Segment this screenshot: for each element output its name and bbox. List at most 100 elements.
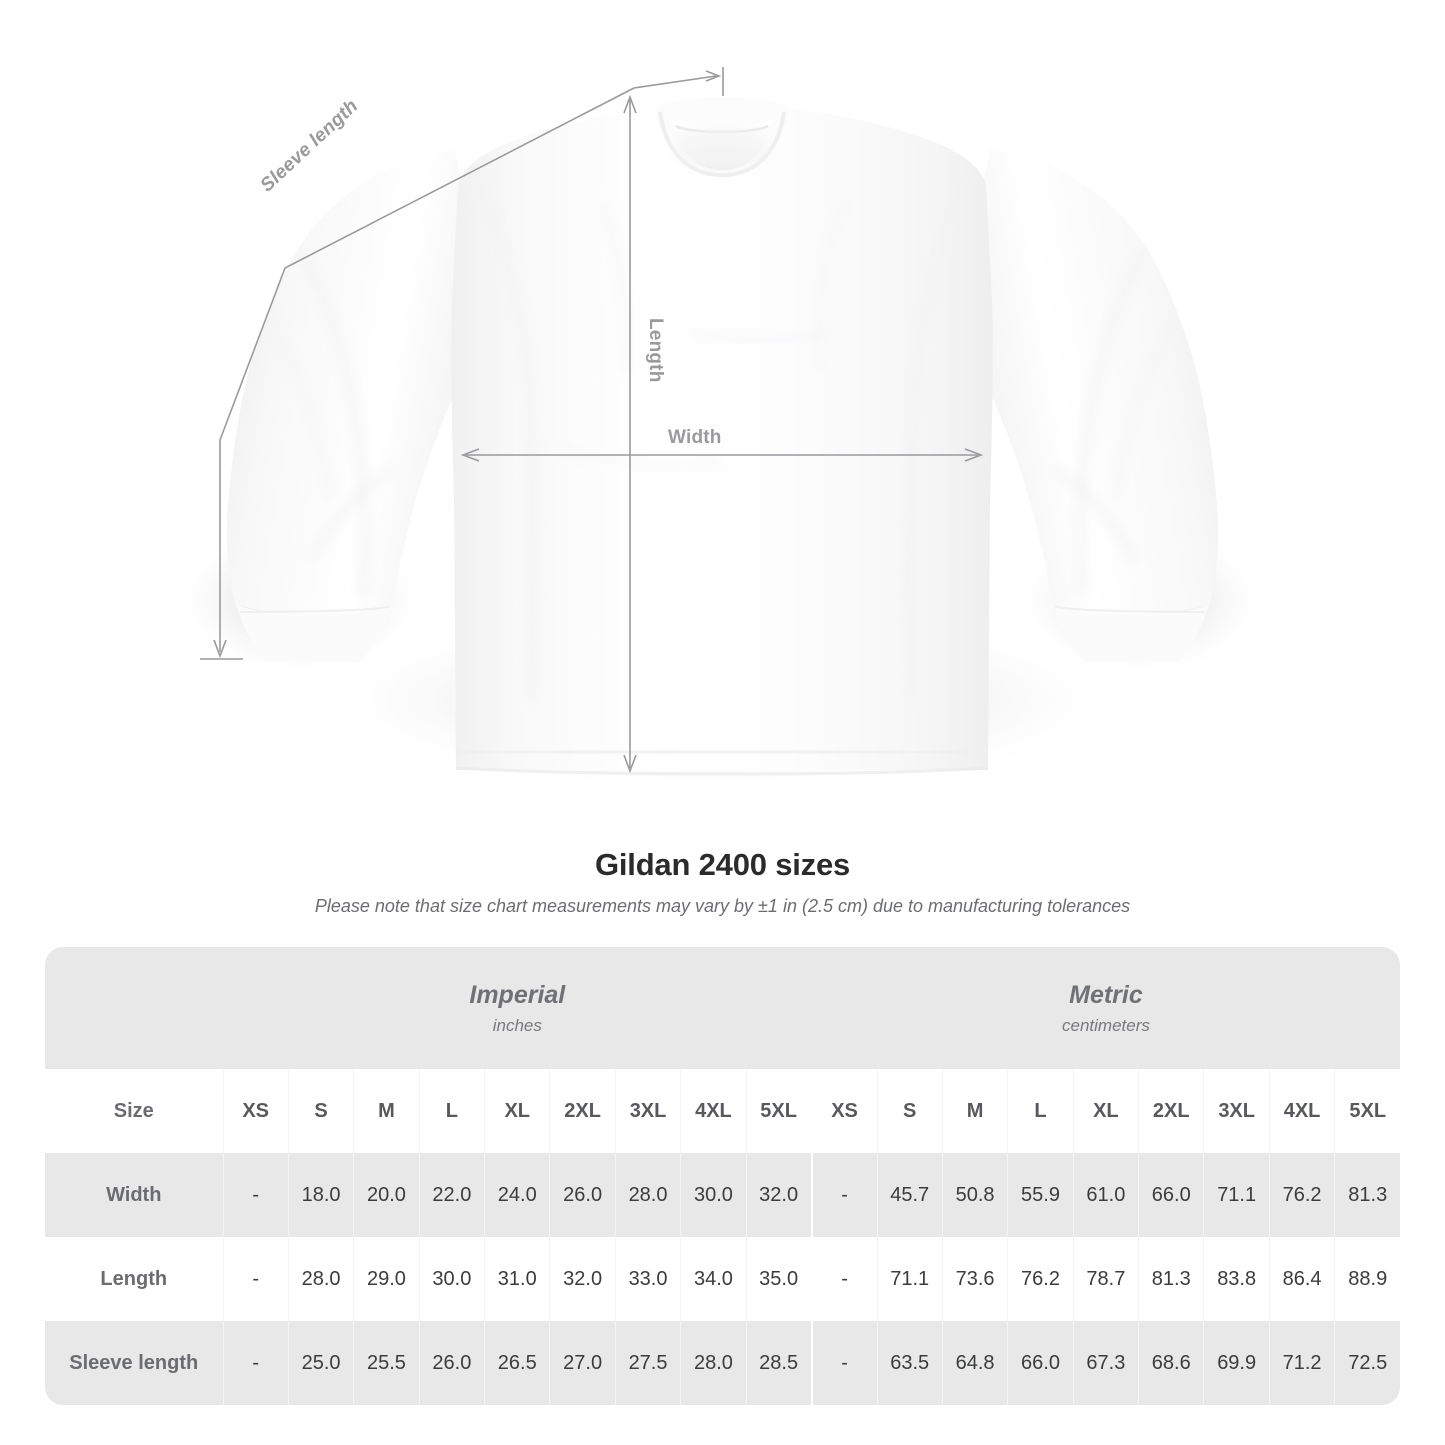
- cell-length-metric-xs: -: [810, 1237, 878, 1321]
- size-header-imperial-m: M: [353, 1069, 420, 1153]
- cell-sleeve-imperial-5xl: 28.5: [745, 1321, 812, 1405]
- row-label-sleeve-length: Sleeve length: [45, 1321, 223, 1405]
- cell-width-metric-l: 55.9: [1007, 1153, 1074, 1237]
- garment-illustration-svg: [170, 67, 1270, 795]
- right-sleeve: [955, 150, 1219, 662]
- shirt-body: [451, 108, 993, 776]
- cell-width-imperial-l: 22.0: [418, 1153, 485, 1237]
- cell-length-metric-2xl: 81.3: [1138, 1237, 1204, 1321]
- size-header-imperial-xs: XS: [222, 1069, 289, 1153]
- size-header-metric-2xl: 2XL: [1138, 1069, 1204, 1153]
- cell-length-metric-xl: 78.7: [1072, 1237, 1139, 1321]
- cell-sleeve-imperial-m: 25.5: [353, 1321, 420, 1405]
- unit-sub-metric: centimeters: [1062, 1016, 1150, 1036]
- cell-width-imperial-2xl: 26.0: [549, 1153, 616, 1237]
- width-measure-label: Width: [668, 427, 722, 448]
- unit-header-row: Imperial inches Metric centimeters: [45, 947, 1401, 1069]
- cell-width-metric-2xl: 66.0: [1138, 1153, 1204, 1237]
- size-header-metric-xs: XS: [810, 1069, 878, 1153]
- length-measure: [623, 94, 637, 774]
- unit-name-imperial: Imperial: [469, 980, 566, 1009]
- cell-sleeve-metric-2xl: 68.6: [1138, 1321, 1204, 1405]
- unit-sub-imperial: inches: [492, 1016, 542, 1036]
- cell-sleeve-imperial-xs: -: [222, 1321, 289, 1405]
- size-header-metric-4xl: 4XL: [1268, 1069, 1335, 1153]
- size-header-metric-l: L: [1007, 1069, 1074, 1153]
- cell-width-metric-4xl: 76.2: [1268, 1153, 1335, 1237]
- cell-width-metric-xs: -: [810, 1153, 878, 1237]
- cell-sleeve-metric-xs: -: [810, 1321, 878, 1405]
- size-header-metric-s: S: [876, 1069, 943, 1153]
- row-label-width: Width: [45, 1153, 223, 1237]
- page-title: Gildan 2400 sizes: [594, 847, 851, 882]
- cell-length-metric-s: 71.1: [876, 1237, 943, 1321]
- unit-header-metric: Metric centimeters: [811, 947, 1401, 1069]
- size-header-imperial-5xl: 5XL: [745, 1069, 812, 1153]
- cell-width-imperial-4xl: 30.0: [680, 1153, 747, 1237]
- cell-length-imperial-m: 29.0: [353, 1237, 420, 1321]
- tolerance-note: Please note that size chart measurements…: [314, 896, 1131, 916]
- cell-width-metric-s: 45.7: [876, 1153, 943, 1237]
- left-sleeve: [226, 150, 490, 662]
- cell-length-metric-l: 76.2: [1007, 1237, 1074, 1321]
- size-header-imperial-2xl: 2XL: [549, 1069, 616, 1153]
- garment-diagram: Sleeve length Length Width: [170, 67, 1270, 795]
- cell-sleeve-metric-xl: 67.3: [1072, 1321, 1139, 1405]
- cell-length-metric-5xl: 88.9: [1334, 1237, 1401, 1321]
- cell-sleeve-imperial-xl: 26.5: [484, 1321, 550, 1405]
- cell-sleeve-imperial-4xl: 28.0: [680, 1321, 747, 1405]
- cell-width-metric-m: 50.8: [941, 1153, 1008, 1237]
- cell-sleeve-metric-4xl: 71.2: [1268, 1321, 1335, 1405]
- cell-width-imperial-3xl: 28.0: [614, 1153, 681, 1237]
- unit-name-metric: Metric: [1069, 980, 1143, 1009]
- table-row: Length - 28.0 29.0 30.0 31.0 32.0 33.0 3…: [45, 1237, 1401, 1321]
- cell-length-imperial-3xl: 33.0: [614, 1237, 681, 1321]
- cell-sleeve-metric-5xl: 72.5: [1334, 1321, 1401, 1405]
- cell-length-metric-3xl: 83.8: [1203, 1237, 1270, 1321]
- cell-sleeve-metric-m: 64.8: [941, 1321, 1008, 1405]
- unit-header-imperial: Imperial inches: [223, 947, 812, 1069]
- cell-width-imperial-xs: -: [222, 1153, 289, 1237]
- cell-width-metric-xl: 61.0: [1072, 1153, 1139, 1237]
- cell-length-metric-m: 73.6: [941, 1237, 1008, 1321]
- measurement-lines: [200, 67, 984, 774]
- cell-width-imperial-s: 18.0: [287, 1153, 354, 1237]
- width-measure: [460, 448, 984, 462]
- size-table-container: Imperial inches Metric centimeters Size …: [45, 947, 1401, 1405]
- unit-header-spacer: [45, 947, 223, 1069]
- cell-length-metric-4xl: 86.4: [1268, 1237, 1335, 1321]
- cell-length-imperial-xl: 31.0: [484, 1237, 550, 1321]
- cell-length-imperial-5xl: 35.0: [745, 1237, 812, 1321]
- size-header-imperial-xl: XL: [484, 1069, 550, 1153]
- cell-width-metric-5xl: 81.3: [1334, 1153, 1401, 1237]
- cell-sleeve-metric-3xl: 69.9: [1203, 1321, 1270, 1405]
- row-label-length: Length: [45, 1237, 223, 1321]
- size-header-imperial-l: L: [418, 1069, 485, 1153]
- cell-width-imperial-xl: 24.0: [484, 1153, 550, 1237]
- sleeve-length-measure: [200, 67, 724, 660]
- cell-length-imperial-2xl: 32.0: [549, 1237, 616, 1321]
- table-row: Width - 18.0 20.0 22.0 24.0 26.0 28.0 30…: [45, 1153, 1401, 1237]
- cell-length-imperial-4xl: 34.0: [680, 1237, 747, 1321]
- cell-width-imperial-m: 20.0: [353, 1153, 420, 1237]
- size-table: Imperial inches Metric centimeters Size …: [45, 947, 1401, 1405]
- cell-sleeve-imperial-3xl: 27.5: [614, 1321, 681, 1405]
- size-header-metric-xl: XL: [1072, 1069, 1139, 1153]
- cell-sleeve-imperial-2xl: 27.0: [549, 1321, 616, 1405]
- cell-length-imperial-l: 30.0: [418, 1237, 485, 1321]
- size-row-label: Size: [45, 1069, 223, 1153]
- size-header-metric-m: M: [941, 1069, 1008, 1153]
- cell-sleeve-imperial-l: 26.0: [418, 1321, 485, 1405]
- cell-length-imperial-xs: -: [222, 1237, 289, 1321]
- size-header-imperial-s: S: [287, 1069, 354, 1153]
- table-row: Sleeve length - 25.0 25.5 26.0 26.5 27.0…: [45, 1321, 1401, 1405]
- size-header-row: Size XS S M L XL 2XL 3XL 4XL 5XL XS S M …: [45, 1069, 1401, 1153]
- cell-sleeve-metric-s: 63.5: [876, 1321, 943, 1405]
- collar: [655, 97, 789, 178]
- size-header-imperial-3xl: 3XL: [614, 1069, 681, 1153]
- cell-length-imperial-s: 28.0: [287, 1237, 354, 1321]
- cell-sleeve-metric-l: 66.0: [1007, 1321, 1074, 1405]
- length-measure-label: Length: [645, 318, 666, 383]
- cell-width-imperial-5xl: 32.0: [745, 1153, 812, 1237]
